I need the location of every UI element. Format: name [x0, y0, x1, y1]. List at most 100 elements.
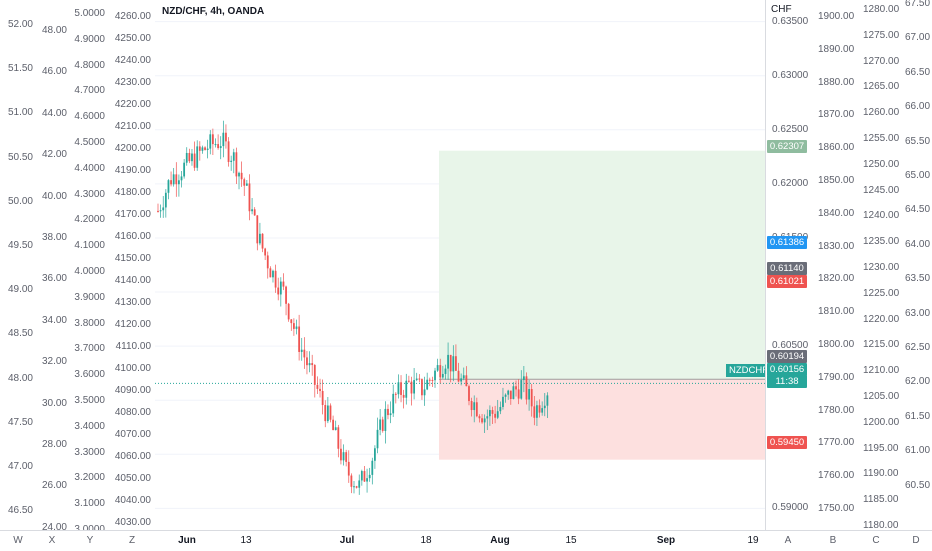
- candle-body: [504, 394, 507, 397]
- y-axis-tick: 3.7000: [74, 343, 105, 355]
- x-price-axis[interactable]: 48.00 46.00 44.00 42.00 40.00 38.00 36.00 34.00…: [37, 0, 72, 533]
- candle-body: [157, 210, 159, 212]
- candle-body: [245, 183, 248, 186]
- candle-body: [282, 281, 285, 287]
- a-axis-tick: 1770.00: [818, 437, 855, 449]
- price-axis-tick: 0.62500: [772, 123, 809, 135]
- z-axis-button[interactable]: Z: [128, 535, 136, 546]
- candle-body: [431, 379, 434, 381]
- b-axis-tick: 1235.00: [863, 236, 900, 248]
- z-axis-tick: 4240.00: [114, 55, 151, 66]
- y-axis-tick: 4.9000: [74, 33, 105, 45]
- b-axis-button[interactable]: B: [829, 535, 837, 546]
- entry-price-label: 0.60194: [767, 350, 807, 363]
- c-axis-tick: 61.50: [905, 410, 931, 422]
- a-axis-button[interactable]: A: [784, 535, 792, 546]
- candle-body: [332, 419, 334, 431]
- b-axis-tick: 1185.00: [863, 494, 899, 506]
- w-axis-button[interactable]: W: [13, 535, 23, 546]
- x-axis-tick: 44.00: [41, 107, 67, 119]
- w-axis-tick: 48.50: [7, 328, 33, 340]
- candle-body: [313, 365, 316, 385]
- candle-body: [261, 233, 264, 249]
- c-axis-tick: 67.50: [905, 0, 931, 9]
- c-axis-tick: 64.50: [905, 204, 931, 216]
- w-price-axis[interactable]: 52.00 51.50 51.00 50.50 50.00 49.50 49.00 48.50…: [0, 0, 38, 530]
- price-axis-tick: 0.60500: [772, 340, 809, 352]
- bar-countdown-label: 11:38: [767, 375, 807, 388]
- candle-body: [347, 461, 350, 476]
- a-axis-tick: 1780.00: [818, 404, 855, 416]
- y-axis-button[interactable]: Y: [86, 535, 94, 546]
- x-axis-button[interactable]: X: [48, 535, 56, 546]
- z-price-axis[interactable]: 4260.00 4250.00 4240.00 4230.00 4220.00 4210.…: [109, 0, 156, 530]
- candle-body: [355, 486, 358, 488]
- y-axis-tick: 4.0000: [74, 266, 105, 277]
- candle-body: [418, 378, 421, 380]
- c-axis-tick: 66.00: [905, 101, 931, 113]
- candle-body: [530, 389, 533, 407]
- c-axis-tick: 62.50: [905, 342, 931, 353]
- w-axis-tick: 51.00: [7, 107, 33, 119]
- candle-body: [324, 405, 327, 422]
- d-axis-button[interactable]: D: [912, 535, 920, 546]
- chart-plot-area[interactable]: [155, 0, 765, 530]
- a-axis-tick: 1840.00: [818, 207, 855, 219]
- candle-body: [360, 471, 363, 481]
- c-axis-tick: 61.00: [905, 445, 931, 457]
- candle-body: [188, 152, 191, 162]
- candle-body: [292, 323, 295, 329]
- candle-body: [235, 152, 238, 177]
- candle-body: [499, 406, 502, 412]
- candle-body: [371, 460, 374, 475]
- y-axis-tick: 4.2000: [74, 214, 105, 226]
- c-axis-tick: 65.50: [905, 135, 931, 147]
- z-axis-tick: 4040.00: [114, 495, 151, 506]
- b-price-axis[interactable]: 1280.00 1275.00 1270.00 1265.00 1260.00 1255.…: [857, 0, 900, 531]
- candle-body: [444, 368, 447, 374]
- z-axis-tick: 4100.00: [114, 363, 151, 374]
- candle-body: [225, 132, 227, 142]
- a-axis-tick: 1860.00: [818, 142, 855, 154]
- y-price-axis[interactable]: 5.0000 4.9000 4.8000 4.7000 4.6000 4.5000 4.40…: [71, 0, 110, 535]
- y-axis-tick: 3.6000: [74, 369, 105, 381]
- b-axis-tick: 1245.00: [863, 184, 900, 196]
- candle-body: [164, 192, 167, 208]
- z-axis-tick: 4210.00: [114, 121, 151, 132]
- b-axis-tick: 1210.00: [863, 365, 900, 377]
- candle-body: [248, 183, 251, 212]
- c-price-axis[interactable]: 67.50 67.00 66.50 66.00 65.50 65.00 64.50 64.00…: [899, 0, 932, 530]
- candle-body: [374, 448, 376, 461]
- candle-body: [405, 380, 408, 398]
- b-axis-tick: 1275.00: [863, 29, 900, 41]
- w-axis-tick: 49.50: [7, 240, 33, 251]
- candle-body: [274, 270, 277, 288]
- time-axis-bar[interactable]: W X Y Z Jun 13 Jul 18 Aug 15 Sep 19 A B …: [0, 530, 932, 551]
- a-axis-tick: 1810.00: [818, 306, 855, 318]
- x-axis-tick: 34.00: [41, 314, 67, 326]
- w-axis-tick: 48.00: [7, 372, 33, 384]
- candle-body: [209, 134, 212, 149]
- a-price-axis[interactable]: 1900.00 1890.00 1880.00 1870.00 1860.00 1850.…: [812, 0, 858, 530]
- candle-body: [400, 382, 402, 395]
- c-axis-button[interactable]: C: [872, 535, 880, 546]
- candle-body: [222, 132, 225, 147]
- candle-body: [227, 141, 230, 162]
- x-axis-tick: 48.00: [41, 25, 67, 36]
- candle-body: [340, 448, 342, 461]
- a-axis-tick: 1830.00: [818, 240, 855, 252]
- x-axis-tick: 30.00: [41, 397, 67, 409]
- take-profit-label: 0.62307: [767, 140, 807, 153]
- candle-body: [240, 172, 243, 180]
- candle-body: [204, 147, 206, 150]
- y-axis-tick: 4.7000: [74, 85, 105, 97]
- candle-body: [319, 388, 321, 391]
- w-axis-tick: 49.00: [7, 284, 33, 296]
- candle-body: [326, 405, 329, 422]
- candle-body: [491, 410, 494, 414]
- candle-body: [311, 363, 314, 366]
- y-axis-tick: 3.9000: [74, 291, 105, 303]
- b-axis-tick: 1205.00: [863, 391, 900, 402]
- candle-body: [287, 303, 290, 320]
- candle-body: [264, 248, 267, 256]
